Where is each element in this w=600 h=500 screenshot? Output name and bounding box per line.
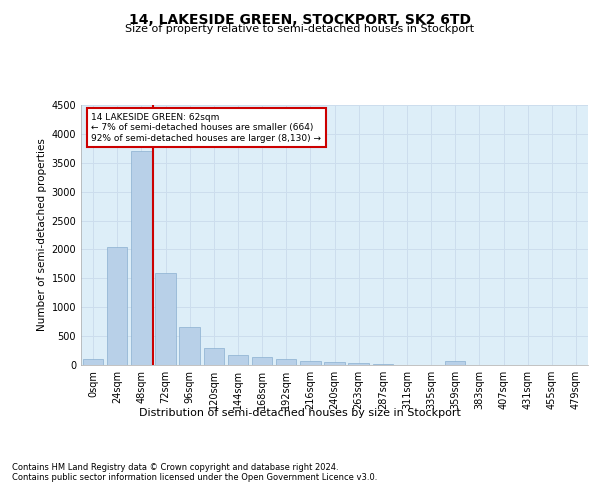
Bar [203,348,224,365]
Text: Distribution of semi-detached houses by size in Stockport: Distribution of semi-detached houses by … [139,408,461,418]
Bar [349,364,369,365]
Text: Contains public sector information licensed under the Open Government Licence v3: Contains public sector information licen… [12,474,377,482]
Bar [445,361,466,365]
Bar [179,328,200,365]
Text: 14, LAKESIDE GREEN, STOCKPORT, SK2 6TD: 14, LAKESIDE GREEN, STOCKPORT, SK2 6TD [129,12,471,26]
Bar [276,358,296,365]
Bar [155,272,176,365]
Bar [252,356,272,365]
Bar [131,151,152,365]
Text: Size of property relative to semi-detached houses in Stockport: Size of property relative to semi-detach… [125,24,475,34]
Y-axis label: Number of semi-detached properties: Number of semi-detached properties [37,138,47,332]
Bar [107,246,127,365]
Text: Contains HM Land Registry data © Crown copyright and database right 2024.: Contains HM Land Registry data © Crown c… [12,462,338,471]
Bar [300,360,320,365]
Bar [373,364,393,365]
Text: 14 LAKESIDE GREEN: 62sqm
← 7% of semi-detached houses are smaller (664)
92% of s: 14 LAKESIDE GREEN: 62sqm ← 7% of semi-de… [91,113,321,142]
Bar [227,355,248,365]
Bar [324,362,345,365]
Bar [83,359,103,365]
